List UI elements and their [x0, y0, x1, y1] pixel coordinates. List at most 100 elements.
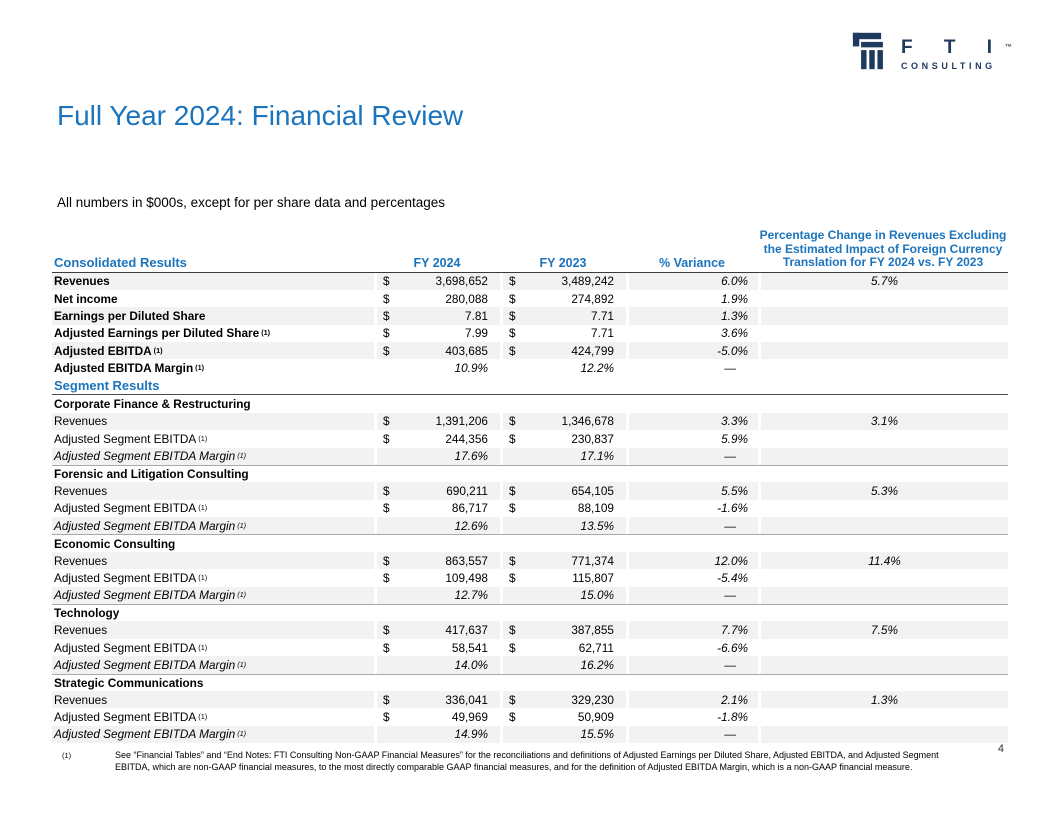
variance-cell: 1.9%: [626, 289, 758, 308]
fy2023-cell: 16.2%: [500, 656, 626, 674]
fy2024-cell: $7.81: [374, 307, 500, 325]
dollar-sign: $: [509, 553, 516, 568]
fx-change-cell: [758, 569, 1008, 587]
row-label: Revenues: [52, 482, 374, 500]
table-row: Adjusted EBITDA Margin (1) 10.9% 12.2% —: [52, 359, 1008, 377]
fx-change-cell: [758, 324, 1008, 343]
fy2023-cell: $50,909: [500, 708, 626, 726]
row-label: Adjusted EBITDA (1): [52, 342, 374, 360]
table-header-row: Consolidated Results FY 2024 FY 2023 % V…: [52, 228, 1008, 273]
fy2023-cell: $88,109: [500, 499, 626, 518]
table-row: Adjusted Segment EBITDA Margin (1) 12.7% 15…: [52, 586, 1008, 605]
fy2023-cell: $274,892: [500, 289, 626, 308]
row-label: Adjusted Segment EBITDA (1): [54, 431, 208, 446]
fy2023-cell: $1,346,678: [500, 412, 626, 431]
fy2023-cell: $654,105: [500, 482, 626, 500]
logo-brand-name: F T I™: [900, 37, 1012, 58]
fy2024-cell: 12.7%: [374, 586, 500, 605]
fy2024-cell: $109,498: [374, 569, 500, 587]
fy2023-cell: $230,837: [500, 430, 626, 448]
dollar-sign: $: [383, 640, 390, 655]
fy2024-cell: $3,698,652: [374, 272, 500, 290]
fx-change-cell: [758, 447, 1008, 465]
dollar-sign: $: [509, 414, 516, 429]
variance-cell: —: [626, 517, 758, 535]
table-row: Adjusted Segment EBITDA (1) $58,541 $62,711…: [52, 638, 1008, 657]
fx-change-cell: 3.1%: [758, 412, 1008, 431]
dollar-sign: $: [383, 710, 390, 725]
dollar-sign: $: [383, 326, 390, 341]
fy2023-cell: 13.5%: [500, 517, 626, 535]
row-label: Revenues: [52, 621, 374, 639]
column-header-variance: % Variance: [658, 255, 725, 270]
footnote-marker: (1): [62, 751, 72, 760]
dollar-sign: $: [509, 692, 516, 707]
table-row: Revenues $863,557 $771,374 12.0% 11.4%: [52, 551, 1008, 570]
table-row: Earnings per Diluted Share $7.81 $7.71 1.3%: [52, 307, 1008, 325]
column-header-fy2023: FY 2023: [539, 255, 587, 270]
fy2023-cell: $329,230: [500, 690, 626, 709]
table-body: Revenues $3,698,652 $3,489,242 6.0% 5.7% Net …: [52, 272, 1008, 744]
table-row: Adjusted Segment EBITDA Margin (1) 14.9% 15…: [52, 725, 1008, 744]
dollar-sign: $: [383, 570, 390, 585]
variance-cell: —: [626, 656, 758, 674]
variance-cell: —: [626, 586, 758, 605]
dollar-sign: $: [383, 308, 390, 323]
section-label: Segment Results: [54, 378, 160, 394]
segment-group-label: Strategic Communications: [54, 675, 204, 690]
page-number: 4: [997, 743, 1004, 755]
dollar-sign: $: [509, 623, 516, 638]
dollar-sign: $: [383, 623, 390, 638]
section-row: Segment Results: [52, 377, 1008, 396]
fy2023-cell: 17.1%: [500, 447, 626, 465]
table-row: Adjusted Segment EBITDA (1) $244,356 $230,8…: [52, 430, 1008, 448]
fx-change-cell: [758, 307, 1008, 325]
fy2023-cell: $3,489,242: [500, 272, 626, 290]
fx-change-cell: [758, 638, 1008, 657]
logo-consulting-label: CONSULTING: [900, 61, 996, 71]
row-label: Adjusted Segment EBITDA Margin (1): [52, 586, 374, 605]
fy2023-cell: $7.71: [500, 307, 626, 325]
column-header-fy2024: FY 2024: [413, 255, 461, 270]
row-label: Adjusted Earnings per Diluted Share (1): [54, 326, 271, 341]
table-row: Revenues $417,637 $387,855 7.7% 7.5%: [52, 621, 1008, 639]
variance-cell: -1.6%: [626, 499, 758, 518]
fti-consulting-logo: F T I™ CONSULTING: [852, 30, 1012, 72]
table-row: Revenues $3,698,652 $3,489,242 6.0% 5.7%: [52, 272, 1008, 290]
row-label: Earnings per Diluted Share: [52, 307, 374, 325]
segment-group-label: Economic Consulting: [54, 536, 176, 551]
fx-change-cell: [758, 517, 1008, 535]
dollar-sign: $: [383, 501, 390, 516]
row-label: Adjusted Segment EBITDA Margin (1): [52, 656, 374, 674]
dollar-sign: $: [509, 431, 516, 446]
variance-cell: 5.9%: [626, 430, 758, 448]
fx-change-cell: [758, 586, 1008, 605]
page-title: Full Year 2024: Financial Review: [57, 100, 464, 131]
fy2024-cell: $1,391,206: [374, 412, 500, 431]
table-row: Adjusted Segment EBITDA Margin (1) 14.0% 16…: [52, 656, 1008, 674]
dollar-sign: $: [383, 291, 390, 306]
segment-group-row: Forensic and Litigation Consulting: [52, 464, 1008, 482]
fy2024-cell: 17.6%: [374, 447, 500, 465]
fx-change-cell: [758, 342, 1008, 360]
trademark-symbol: ™: [1005, 44, 1012, 51]
variance-cell: 6.0%: [626, 272, 758, 290]
fy2024-cell: $58,541: [374, 638, 500, 657]
variance-cell: -6.6%: [626, 638, 758, 657]
fy2023-cell: 15.5%: [500, 725, 626, 744]
fy2024-cell: $280,088: [374, 289, 500, 308]
row-label: Revenues: [52, 551, 374, 570]
row-label: Revenues: [52, 690, 374, 709]
variance-cell: 7.7%: [626, 621, 758, 639]
dollar-sign: $: [509, 343, 516, 358]
dollar-sign: $: [383, 431, 390, 446]
variance-cell: -5.4%: [626, 569, 758, 587]
variance-cell: -1.8%: [626, 708, 758, 726]
fx-change-cell: [758, 656, 1008, 674]
segment-group-label: Forensic and Litigation Consulting: [54, 467, 249, 482]
dollar-sign: $: [383, 692, 390, 707]
fy2024-cell: $49,969: [374, 708, 500, 726]
dollar-sign: $: [383, 483, 390, 498]
units-note: All numbers in $000s, except for per sha…: [57, 195, 445, 210]
row-label: Adjusted Segment EBITDA Margin (1): [52, 517, 374, 535]
